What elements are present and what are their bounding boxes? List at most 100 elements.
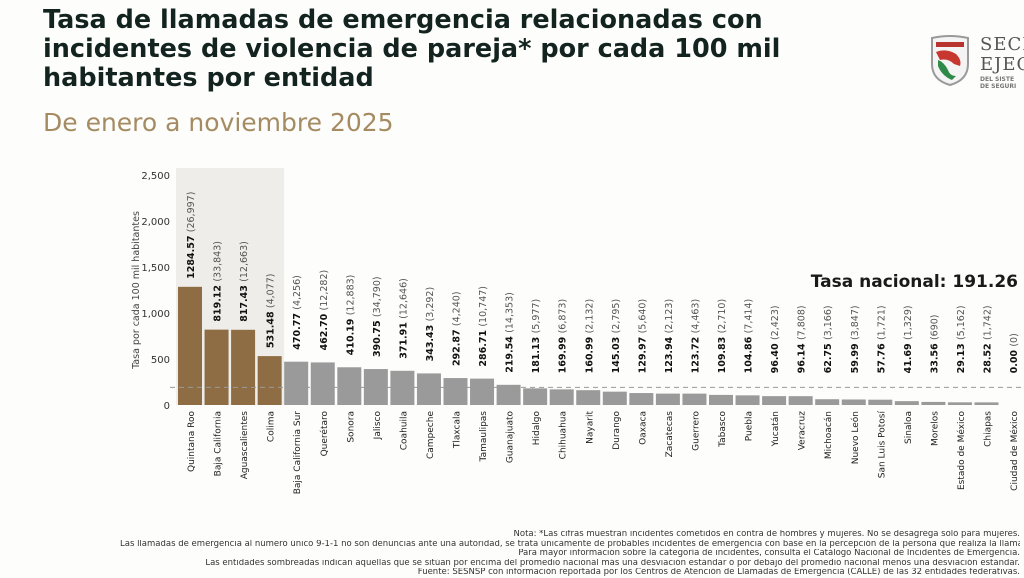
value-label: 129.97 (5,640) <box>637 299 648 374</box>
shield-icon <box>931 35 969 86</box>
bar <box>762 396 787 405</box>
y-tick-label: 1,000 <box>141 309 170 320</box>
value-label: 123.72 (4,463) <box>690 299 701 374</box>
category-label: Chiapas <box>984 411 994 447</box>
category-label: Yucatán <box>771 411 781 447</box>
logo-text-line-1: SECR <box>980 34 1024 55</box>
category-label: Tabasco <box>718 411 728 448</box>
note-2: Las llamadas de emergencia al número úni… <box>120 539 1020 549</box>
bar <box>576 390 601 405</box>
sesnsp-logo: SECR EJEC DEL SISTE DE SEGURI <box>930 32 1024 92</box>
category-label: Tamaulipas <box>479 411 489 463</box>
value-label: 29.13 (5,162) <box>956 305 967 373</box>
category-label: Baja California Sur <box>293 411 303 495</box>
note-4: Las entidades sombreadas indican aquella… <box>205 558 1020 568</box>
title-line-2: incidentes de violencia de pareja* por c… <box>43 34 781 64</box>
bar <box>815 399 840 405</box>
bar <box>549 389 574 405</box>
title-line-1: Tasa de llamadas de emergencia relaciona… <box>43 5 763 35</box>
bar <box>974 402 999 405</box>
bar <box>788 396 813 405</box>
category-label: Hidalgo <box>532 411 542 446</box>
bar <box>655 393 680 405</box>
footnotes: Nota: *Las cifras muestran incidentes co… <box>120 530 1020 578</box>
value-label: 169.99 (6,873) <box>558 299 569 374</box>
category-label: Michoacán <box>824 411 834 459</box>
note-1: Nota: *Las cifras muestran incidentes co… <box>513 530 1020 539</box>
bar <box>470 378 495 405</box>
bar <box>523 388 548 405</box>
bar <box>868 399 893 405</box>
y-tick-label: 2,500 <box>141 171 170 182</box>
logo-text-line-3: DEL SISTE <box>980 76 1015 83</box>
y-tick-label: 500 <box>151 355 170 366</box>
value-label: 41.69 (1,329) <box>903 305 914 373</box>
category-label: San Luis Potosí <box>877 411 887 479</box>
value-label: 286.71 (10,747) <box>478 286 489 367</box>
category-label: Aguascalientes <box>240 411 250 480</box>
category-label: Nuevo León <box>850 411 861 464</box>
value-label: 817.43 (12,663) <box>239 241 250 322</box>
value-label: 28.52 (1,742) <box>983 305 994 373</box>
value-label: 0.00 (0) <box>1009 333 1020 373</box>
bar <box>894 401 919 405</box>
value-label: 343.43 (3,292) <box>425 287 436 362</box>
bar <box>735 395 760 405</box>
category-label: Baja California <box>214 411 224 476</box>
logo-text-line-2: EJEC <box>980 54 1024 75</box>
category-label: Guerrero <box>691 411 701 451</box>
value-label: 410.19 (12,883) <box>345 275 356 356</box>
category-label: Chihuahua <box>559 411 569 459</box>
category-label: Sonora <box>346 411 356 443</box>
value-label: 59.99 (3,847) <box>850 305 861 373</box>
bar <box>337 367 362 405</box>
bar <box>416 373 441 405</box>
category-label: Colima <box>267 411 277 442</box>
page-title: Tasa de llamadas de emergencia relaciona… <box>43 6 780 93</box>
category-label: Campeche <box>426 411 436 459</box>
bar <box>682 393 707 405</box>
national-rate-label: Tasa nacional: 191.26 <box>811 272 1018 292</box>
title-line-3: habitantes por entidad <box>43 63 374 93</box>
value-label: 181.13 (5,977) <box>531 299 542 374</box>
value-label: 1284.57 (26,997) <box>186 192 197 279</box>
category-label: Nayarit <box>585 411 595 444</box>
bar <box>629 393 654 405</box>
value-label: 33.56 (690) <box>929 314 940 373</box>
value-label: 104.86 (7,414) <box>744 299 755 374</box>
category-label: Morelos <box>930 411 940 446</box>
y-tick-label: 0 <box>164 401 170 412</box>
category-label: Veracruz <box>798 411 808 451</box>
bar <box>178 286 202 405</box>
value-label: 160.99 (2,132) <box>584 299 595 374</box>
bar <box>284 361 309 405</box>
note-3: Para mayor información sobre la categorí… <box>518 549 1020 558</box>
bar <box>602 391 627 405</box>
value-label: 62.75 (3,166) <box>823 305 834 373</box>
value-label: 123.94 (2,123) <box>664 299 675 374</box>
category-label: Guanajuato <box>506 411 516 464</box>
page-subtitle: De enero a noviembre 2025 <box>43 108 394 137</box>
value-label: 219.54 (14,353) <box>505 292 516 373</box>
bar <box>204 329 229 405</box>
category-label: Tlaxcala <box>453 411 463 449</box>
y-tick-label: 1,500 <box>141 263 170 274</box>
bar <box>496 384 521 405</box>
category-label: Zacatecas <box>665 411 675 458</box>
bar <box>947 402 972 405</box>
value-label: 390.75 (34,790) <box>372 276 383 357</box>
bar <box>257 356 282 405</box>
bar <box>231 329 256 405</box>
category-label: Jalisco <box>373 411 383 441</box>
bar <box>390 370 415 405</box>
value-label: 96.40 (2,423) <box>770 305 781 373</box>
bar <box>443 378 468 405</box>
y-axis-label: Tasa por cada 100 mil habitantes <box>131 211 142 370</box>
category-label: Durango <box>612 411 622 450</box>
value-label: 145.03 (2,795) <box>611 299 622 374</box>
logo-text-line-4: DE SEGURI <box>980 83 1017 90</box>
bar <box>921 401 946 405</box>
bar <box>363 369 388 405</box>
category-label: Puebla <box>745 411 755 441</box>
